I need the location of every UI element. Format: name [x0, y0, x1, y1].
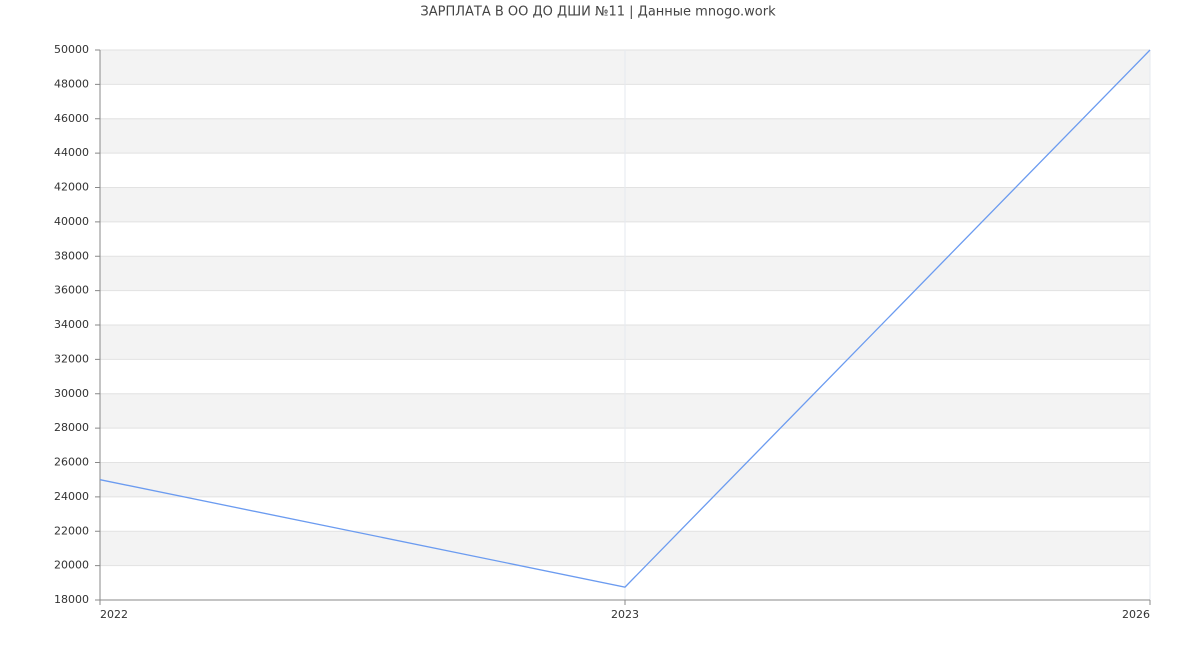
y-tick-label: 20000 [54, 559, 89, 572]
x-tick-label: 2023 [611, 608, 639, 621]
y-tick-label: 42000 [54, 181, 89, 194]
y-tick-label: 30000 [54, 387, 89, 400]
y-tick-label: 44000 [54, 146, 89, 159]
y-tick-label: 24000 [54, 490, 89, 503]
y-tick-label: 46000 [54, 112, 89, 125]
x-tick-label: 2026 [1122, 608, 1150, 621]
y-tick-label: 36000 [54, 284, 89, 297]
y-tick-label: 22000 [54, 524, 89, 537]
y-tick-label: 38000 [54, 249, 89, 262]
y-tick-label: 28000 [54, 421, 89, 434]
y-tick-label: 48000 [54, 77, 89, 90]
y-tick-label: 40000 [54, 215, 89, 228]
y-tick-label: 32000 [54, 352, 89, 365]
y-tick-label: 34000 [54, 318, 89, 331]
y-tick-label: 18000 [54, 593, 89, 606]
chart-title: ЗАРПЛАТА В ОО ДО ДШИ №11 | Данные mnogo.… [420, 5, 776, 20]
y-tick-label: 26000 [54, 456, 89, 469]
series-line [99, 49, 1151, 588]
x-tick-label: 2022 [100, 608, 128, 621]
y-tick-label: 50000 [54, 43, 89, 56]
